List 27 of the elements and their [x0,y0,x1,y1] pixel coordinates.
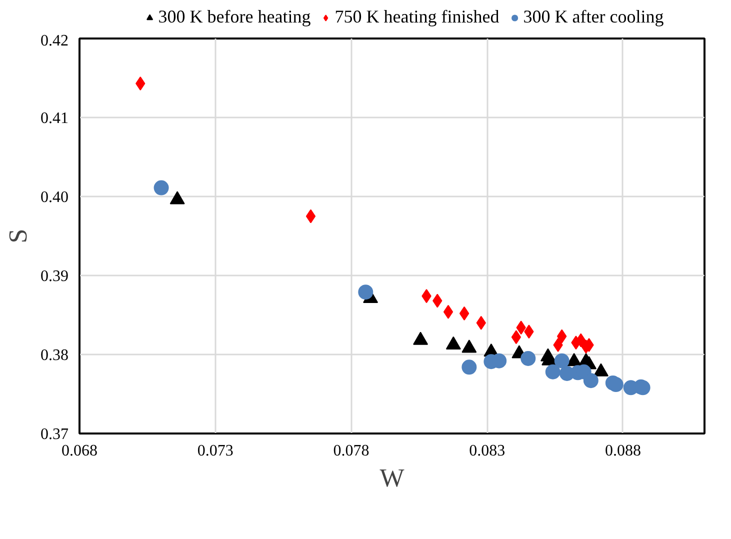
point [545,364,560,380]
point [520,350,536,366]
point [154,180,169,196]
y-axis-title: S [4,228,32,244]
x-tick-label: 0.083 [469,442,506,460]
point [511,330,522,344]
y-tick-label: 0.40 [40,189,68,206]
legend-label: 300 K after cooling [523,6,664,28]
legend-label: 300 K before heating [158,6,311,28]
y-tick-label: 0.37 [40,426,68,443]
x-tick-label: 0.088 [604,442,641,460]
point [459,306,470,320]
x-tick-label: 0.078 [333,442,370,460]
point [462,360,477,375]
point [554,353,570,368]
x-tick-label: 0.073 [197,442,234,460]
point [358,284,374,300]
legend-label: 750 K heating finished [334,6,500,28]
point [583,373,598,388]
y-tick-label: 0.42 [40,32,68,50]
y-tick-label: 0.38 [40,347,68,364]
point [306,209,316,224]
y-tick-label: 0.41 [40,110,68,127]
x-tick-label: 0.068 [62,442,98,460]
y-tick-label: 0.39 [40,268,68,285]
point [443,304,454,319]
x-axis-title: W [380,464,405,492]
